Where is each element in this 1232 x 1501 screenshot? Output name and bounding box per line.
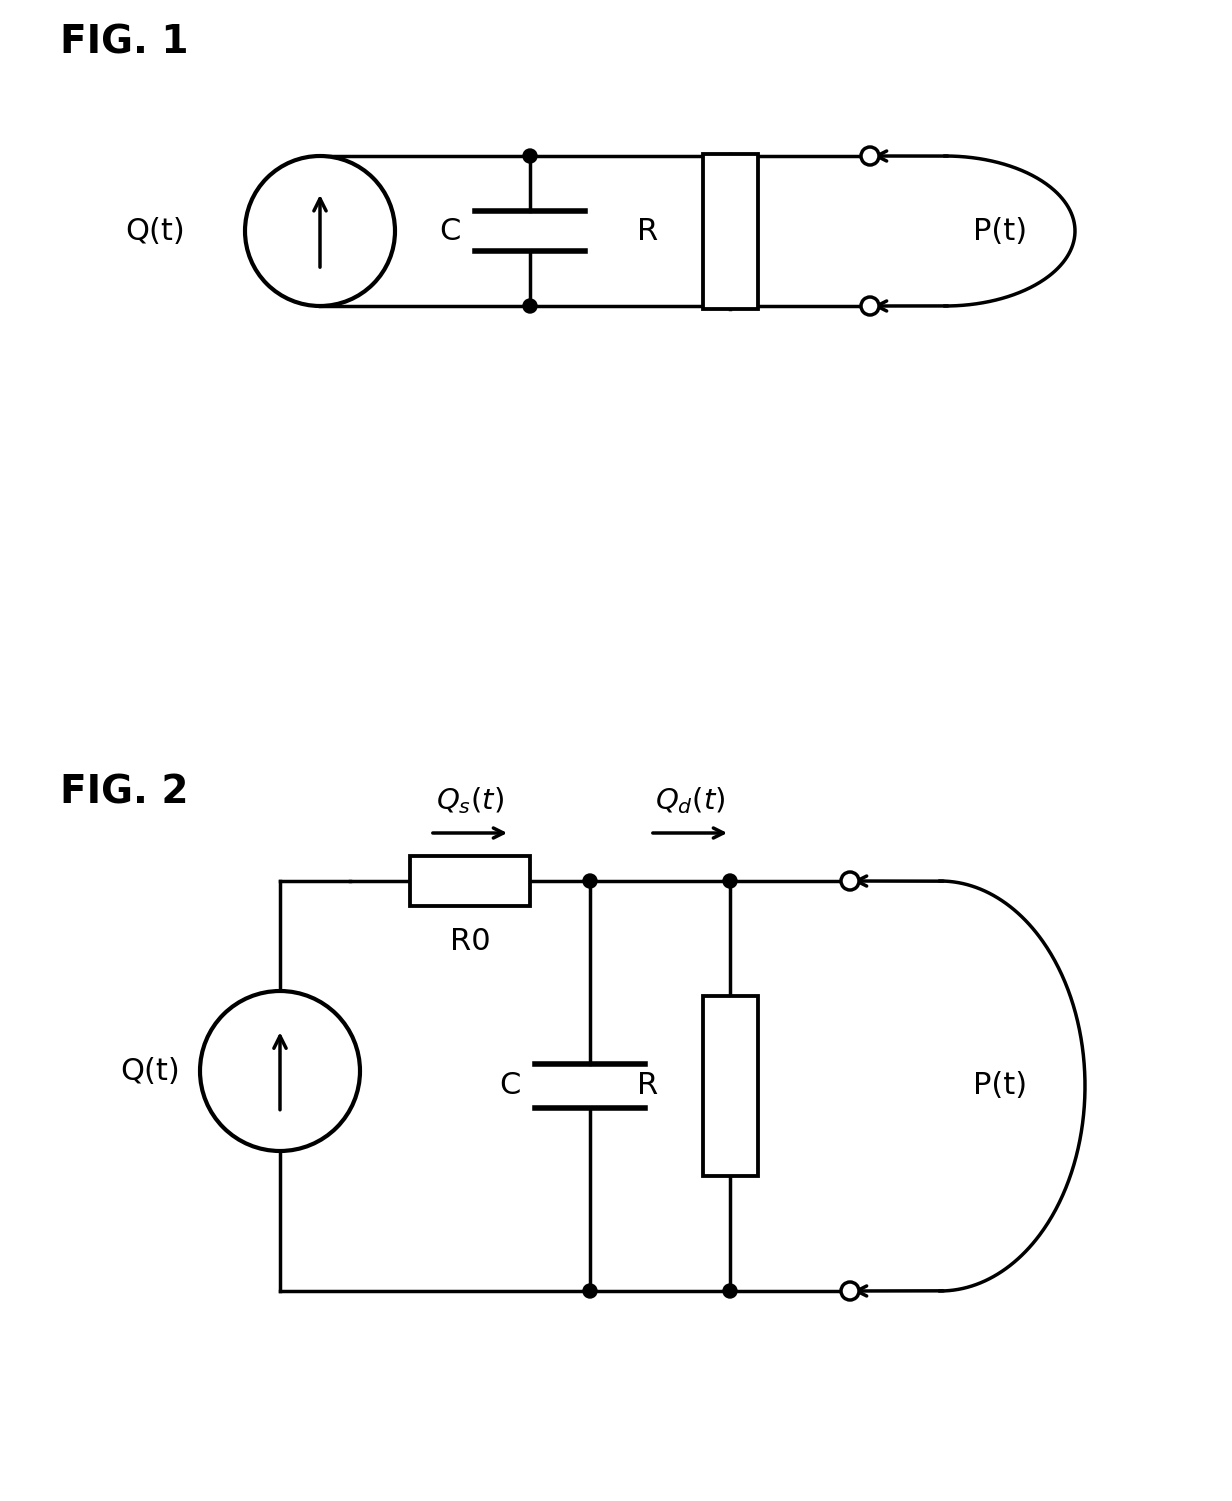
Circle shape — [841, 1282, 859, 1300]
Text: R: R — [637, 1072, 659, 1100]
Circle shape — [245, 156, 395, 306]
Text: R0: R0 — [450, 926, 490, 956]
Circle shape — [861, 147, 878, 165]
Circle shape — [841, 872, 859, 890]
Text: $Q_d(t)$: $Q_d(t)$ — [655, 785, 726, 817]
Circle shape — [861, 297, 878, 315]
Circle shape — [524, 299, 537, 314]
Bar — [410, 856, 530, 907]
Text: Q(t): Q(t) — [121, 1057, 180, 1085]
Text: R: R — [637, 216, 659, 246]
Circle shape — [723, 1283, 737, 1298]
Circle shape — [524, 149, 537, 164]
Text: $Q_s(t)$: $Q_s(t)$ — [436, 785, 504, 817]
Circle shape — [583, 1283, 598, 1298]
Text: C: C — [440, 216, 461, 246]
Bar — [702, 153, 758, 309]
Circle shape — [200, 991, 360, 1151]
Circle shape — [583, 874, 598, 889]
Text: Q(t): Q(t) — [126, 216, 185, 246]
Text: FIG. 2: FIG. 2 — [60, 773, 188, 811]
Text: C: C — [499, 1072, 521, 1100]
Bar — [702, 997, 758, 1175]
Text: P(t): P(t) — [973, 216, 1027, 246]
Circle shape — [723, 874, 737, 889]
Text: FIG. 1: FIG. 1 — [60, 23, 188, 62]
Text: P(t): P(t) — [973, 1072, 1027, 1100]
